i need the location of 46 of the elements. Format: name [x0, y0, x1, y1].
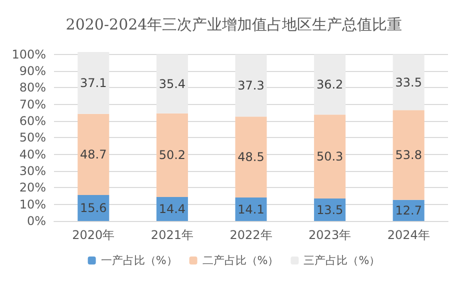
data-label: 36.2 — [316, 78, 344, 92]
data-label: 37.3 — [238, 78, 264, 93]
bar — [156, 54, 188, 114]
y-tick-label: 10% — [19, 197, 46, 212]
data-label: 50.2 — [158, 148, 186, 162]
y-tick-label: 60% — [19, 114, 46, 128]
data-label: 37.1 — [80, 76, 107, 90]
bar — [392, 54, 424, 110]
x-tick-label: 2020年 — [72, 228, 115, 242]
data-label: 35.4 — [158, 76, 186, 91]
bar — [156, 113, 188, 197]
data-label: 50.3 — [316, 150, 344, 164]
data-label: 33.5 — [395, 75, 422, 90]
data-label: 53.8 — [395, 148, 422, 162]
data-label: 14.4 — [158, 202, 186, 216]
data-label: 14.1 — [238, 202, 264, 216]
bar — [78, 114, 110, 195]
bar — [235, 198, 267, 221]
y-tick-label: 80% — [19, 80, 46, 95]
x-tick-label: 2021年 — [150, 228, 194, 242]
data-label: 48.5 — [238, 150, 264, 164]
y-tick-label: 0% — [26, 214, 46, 228]
data-label: 12.7 — [395, 203, 422, 218]
chart-title: 2020-2024年三次产业增加值占地区生产总值比重 — [66, 16, 402, 34]
y-tick-label: 90% — [19, 64, 46, 78]
bar — [392, 110, 424, 200]
bar — [314, 114, 346, 198]
y-tick-label: 20% — [19, 180, 46, 195]
bar — [314, 54, 346, 115]
data-label: 13.5 — [316, 202, 344, 217]
bar — [235, 54, 267, 117]
y-tick-label: 40% — [19, 147, 46, 162]
y-tick-label: 70% — [19, 97, 46, 112]
bar — [78, 52, 110, 114]
x-tick-label: 2022年 — [230, 228, 272, 242]
y-tick-label: 50% — [19, 130, 46, 145]
x-tick-label: 2023年 — [308, 228, 352, 242]
legend-label: 三产占比（%） — [304, 254, 380, 267]
legend-label: 一产占比（%） — [100, 254, 178, 267]
legend-label: 二产占比（%） — [202, 254, 279, 267]
bar — [235, 116, 267, 198]
x-tick-label: 2024年 — [387, 228, 430, 242]
data-label: 15.6 — [80, 201, 107, 215]
y-tick-label: 100% — [12, 47, 46, 62]
y-tick-label: 30% — [19, 164, 46, 178]
data-label: 48.7 — [80, 147, 107, 162]
